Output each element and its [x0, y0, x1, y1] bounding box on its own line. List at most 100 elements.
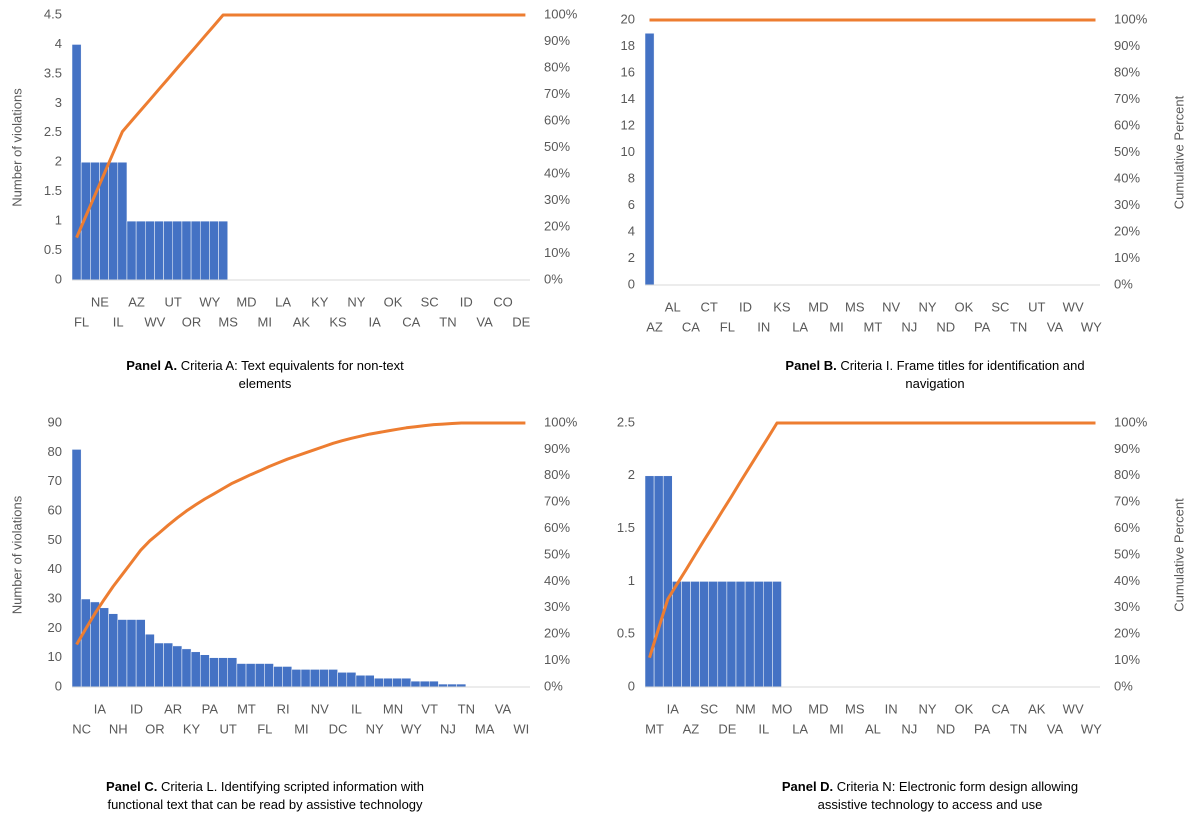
bar: [71, 449, 82, 688]
y2-tick-label: 0%: [1114, 678, 1133, 693]
x-tick-label: OK: [955, 299, 974, 314]
x-tick-label: WV: [1063, 701, 1084, 716]
x-tick-label: DE: [512, 314, 530, 329]
bar: [172, 220, 183, 281]
x-tick-label: LA: [792, 721, 808, 736]
y2-tick-label: 80%: [1114, 467, 1140, 482]
y2-tick-label: 90%: [1114, 38, 1140, 53]
x-tick-label: LA: [792, 319, 808, 334]
x-tick-label: NC: [72, 721, 91, 736]
y2-tick-label: 20%: [1114, 626, 1140, 641]
caption-text: Criteria A: Text equivalents for non-tex…: [180, 358, 404, 391]
bar: [644, 33, 655, 286]
x-tick-label: MI: [829, 319, 843, 334]
y2-tick-label: 100%: [1114, 414, 1148, 429]
x-tick-label: TN: [1010, 319, 1027, 334]
bar: [383, 677, 393, 688]
y-tick-label: 4.5: [44, 6, 62, 21]
y2-axis-label: Cumulative Percent: [1171, 95, 1186, 209]
bar: [355, 675, 366, 688]
x-tick-label: UT: [165, 294, 182, 309]
x-tick-label: WY: [199, 294, 220, 309]
caption: Panel B. Criteria I. Frame titles for id…: [785, 357, 1085, 393]
y2-tick-label: 10%: [544, 245, 570, 260]
bar: [154, 642, 164, 688]
y-axis-label: Number of violations: [9, 495, 24, 614]
x-tick-label: IA: [667, 701, 680, 716]
y-tick-label: 60: [48, 502, 62, 517]
x-tick-label: OR: [182, 314, 202, 329]
y2-tick-label: 30%: [544, 599, 570, 614]
bar: [419, 680, 430, 688]
y-tick-label: 1.5: [44, 183, 62, 198]
y2-tick-label: 50%: [1114, 144, 1140, 159]
bar: [291, 669, 302, 688]
x-tick-label: UT: [219, 721, 236, 736]
y2-tick-label: 30%: [1114, 599, 1140, 614]
x-tick-label: AZ: [128, 294, 145, 309]
bar: [364, 675, 375, 688]
y2-tick-label: 40%: [1114, 170, 1140, 185]
bar: [218, 220, 228, 281]
y-tick-label: 10: [621, 144, 635, 159]
bar: [337, 672, 348, 688]
x-tick-label: WY: [401, 721, 422, 736]
x-tick-label: MT: [864, 319, 883, 334]
x-tick-label: NM: [735, 701, 755, 716]
bar: [209, 220, 219, 281]
x-tick-label: IL: [351, 701, 362, 716]
x-tick-label: NJ: [901, 319, 917, 334]
x-tick-label: FL: [257, 721, 272, 736]
bar: [172, 645, 183, 688]
x-tick-label: MN: [383, 701, 403, 716]
y-tick-label: 14: [621, 91, 635, 106]
y2-tick-label: 20%: [1114, 223, 1140, 238]
y2-tick-label: 0%: [544, 678, 563, 693]
y-tick-label: 3: [55, 95, 62, 110]
y2-tick-label: 20%: [544, 218, 570, 233]
y-tick-label: 0: [55, 678, 62, 693]
x-tick-label: IA: [369, 314, 382, 329]
x-tick-label: VA: [476, 314, 493, 329]
x-tick-label: CA: [682, 319, 700, 334]
x-tick-label: DC: [329, 721, 348, 736]
bar: [690, 581, 700, 688]
y-tick-label: 18: [621, 38, 635, 53]
bar: [309, 669, 320, 688]
bar: [410, 680, 421, 688]
x-tick-label: NH: [109, 721, 128, 736]
x-tick-label: IL: [758, 721, 769, 736]
bar: [346, 672, 357, 688]
bar: [726, 581, 737, 688]
bar: [662, 475, 673, 688]
y2-tick-label: 80%: [544, 467, 570, 482]
y-tick-label: 1: [55, 213, 62, 228]
panel-label: Panel D.: [781, 779, 834, 794]
bar: [300, 669, 311, 688]
bar: [319, 669, 329, 688]
y-tick-label: 2: [628, 467, 635, 482]
y2-tick-label: 100%: [544, 414, 578, 429]
x-tick-label: DE: [718, 721, 736, 736]
y-tick-label: 2.5: [44, 124, 62, 139]
bar: [99, 607, 109, 688]
x-tick-label: NY: [347, 294, 365, 309]
bar: [108, 161, 119, 281]
bar: [190, 651, 201, 688]
x-tick-label: MO: [771, 701, 792, 716]
y2-tick-label: 0%: [1114, 276, 1133, 291]
y2-tick-label: 60%: [544, 520, 570, 535]
panel-label: Panel C.: [106, 779, 158, 794]
y2-tick-label: 40%: [1114, 573, 1140, 588]
bar: [126, 619, 137, 688]
bar: [699, 581, 709, 688]
x-tick-label: AZ: [683, 721, 700, 736]
bar: [199, 220, 210, 281]
bar: [401, 677, 412, 688]
x-tick-label: WY: [1081, 319, 1102, 334]
y2-tick-label: 90%: [544, 33, 570, 48]
x-tick-label: MS: [845, 299, 865, 314]
y2-tick-label: 80%: [544, 59, 570, 74]
